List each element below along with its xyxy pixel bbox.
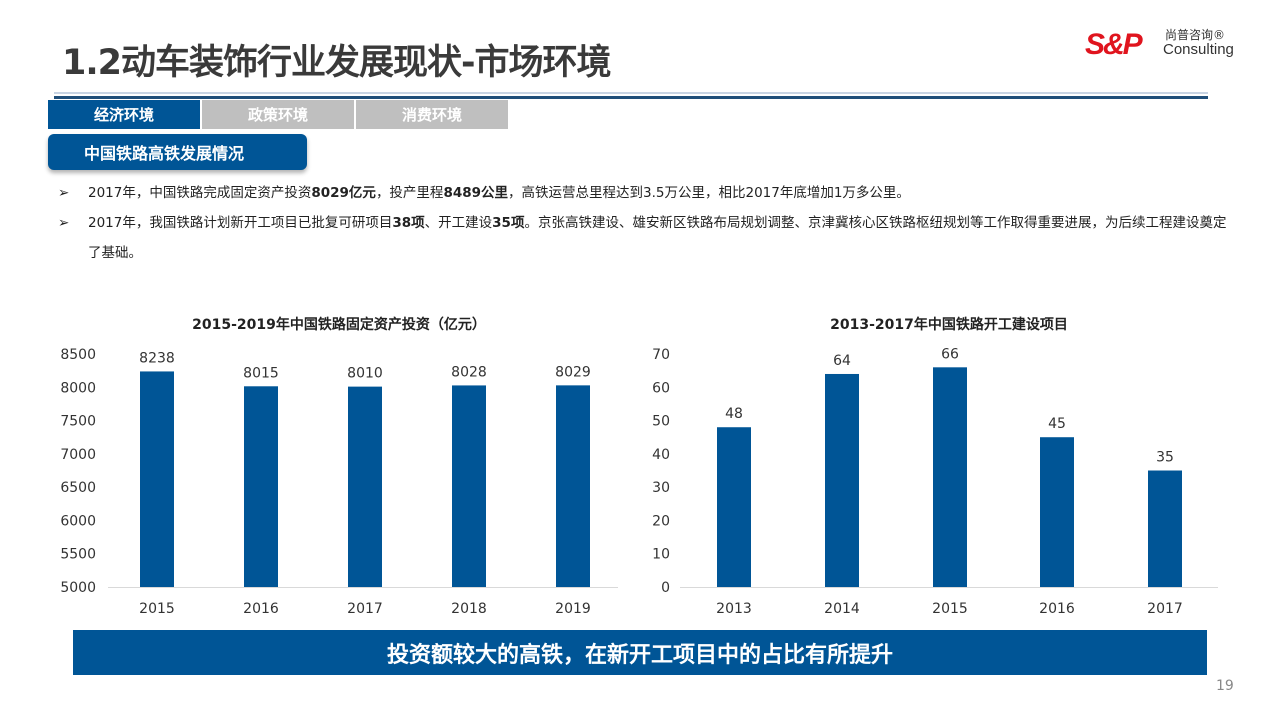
y-tick-label: 20: [652, 513, 670, 529]
x-tick-label: 2015: [139, 601, 175, 617]
section-title: 中国铁路高铁发展情况: [48, 134, 307, 170]
bullet-text-part: 、开工建设: [424, 215, 493, 231]
bar: [1148, 470, 1182, 587]
y-tick-label: 30: [652, 480, 670, 496]
x-tick-label: 2013: [716, 601, 752, 617]
y-tick-label: 40: [652, 447, 670, 463]
logo-brand: S&P: [1085, 28, 1143, 61]
bullet-item: ➢ 2017年，我国铁路计划新开工项目已批复可研项目38项、开工建设35项。京张高…: [58, 208, 1228, 268]
bullet-text-part: 2017年，我国铁路计划新开工项目已批复可研项目: [88, 215, 393, 231]
bar: [244, 386, 278, 587]
y-tick-label: 5500: [60, 547, 96, 563]
company-logo: S&P 尚普咨询® Consulting: [1085, 26, 1240, 66]
y-tick-label: 7000: [60, 447, 96, 463]
y-tick-label: 5000: [60, 580, 96, 596]
bullet-text-part: ，投产里程: [375, 185, 444, 201]
y-tick-label: 10: [652, 547, 670, 563]
bullet-text: 2017年，中国铁路完成固定资产投资8029亿元，投产里程8489公里，高铁运营…: [88, 178, 1228, 208]
highlight-value: 38项: [392, 215, 425, 231]
y-tick-label: 70: [652, 347, 670, 363]
bar: [717, 427, 751, 587]
bullet-text-part: ，高铁运营总里程达到3.5万公里，相比2017年底增加1万多公里。: [508, 185, 910, 201]
x-tick-label: 2016: [1039, 601, 1075, 617]
chart-title-investment: 2015-2019年中国铁路固定资产投资（亿元）: [192, 317, 486, 333]
data-label: 66: [941, 346, 959, 362]
page-number: 19: [1216, 678, 1234, 694]
highlight-value: 8029亿元: [311, 185, 376, 201]
page-title: 1.2动车装饰行业发展现状-市场环境: [62, 43, 612, 83]
bullet-text-part: 2017年，中国铁路完成固定资产投资: [88, 185, 312, 201]
y-tick-label: 60: [652, 380, 670, 396]
x-tick-label: 2016: [243, 601, 279, 617]
data-label: 8029: [555, 364, 591, 380]
x-tick-label: 2017: [347, 601, 383, 617]
tab-economic[interactable]: 经济环境: [48, 100, 200, 129]
arrow-right-icon: ➢: [58, 185, 70, 201]
data-label: 8238: [139, 350, 175, 366]
data-label: 8028: [451, 364, 487, 380]
y-tick-label: 7500: [60, 414, 96, 430]
x-tick-label: 2018: [451, 601, 487, 617]
tab-consumption[interactable]: 消费环境: [356, 100, 508, 129]
highlight-value: 35项: [492, 215, 525, 231]
y-tick-label: 6000: [60, 513, 96, 529]
data-label: 48: [725, 406, 743, 422]
bar: [1040, 437, 1074, 587]
data-label: 8010: [347, 366, 383, 382]
divider: [54, 96, 1208, 99]
y-tick-label: 8000: [60, 380, 96, 396]
data-label: 45: [1048, 416, 1066, 432]
chart-title-projects: 2013-2017年中国铁路开工建设项目: [830, 317, 1068, 333]
bullet-text: 2017年，我国铁路计划新开工项目已批复可研项目38项、开工建设35项。京张高铁…: [88, 208, 1228, 268]
data-label: 64: [833, 353, 851, 369]
x-tick-label: 2014: [824, 601, 860, 617]
conclusion-banner: 投资额较大的高铁，在新开工项目中的占比有所提升: [73, 630, 1207, 675]
logo-en: Consulting: [1163, 41, 1234, 58]
bullet-item: ➢ 2017年，中国铁路完成固定资产投资8029亿元，投产里程8489公里，高铁运…: [58, 178, 1228, 208]
arrow-right-icon: ➢: [58, 215, 70, 231]
data-label: 35: [1156, 450, 1174, 466]
bar: [556, 385, 590, 587]
x-tick-label: 2015: [932, 601, 968, 617]
bar: [140, 371, 174, 587]
y-tick-label: 6500: [60, 480, 96, 496]
x-tick-label: 2017: [1147, 601, 1183, 617]
y-tick-label: 0: [661, 580, 670, 596]
highlight-value: 8489公里: [443, 185, 509, 201]
logo-cn: 尚普咨询®: [1165, 28, 1226, 42]
tab-policy[interactable]: 政策环境: [202, 100, 354, 129]
bullet-text-part: 。京张高铁建设、雄安新区铁路布局规划调整、京津冀核心区铁路枢纽规划等工作取得重要…: [88, 215, 1227, 261]
y-tick-label: 50: [652, 414, 670, 430]
bar: [348, 386, 382, 587]
bar: [933, 367, 967, 587]
y-tick-label: 8500: [60, 347, 96, 363]
divider: [54, 92, 1208, 94]
bar: [452, 385, 486, 587]
data-label: 8015: [243, 365, 279, 381]
x-tick-label: 2019: [555, 601, 591, 617]
bar: [825, 373, 859, 587]
